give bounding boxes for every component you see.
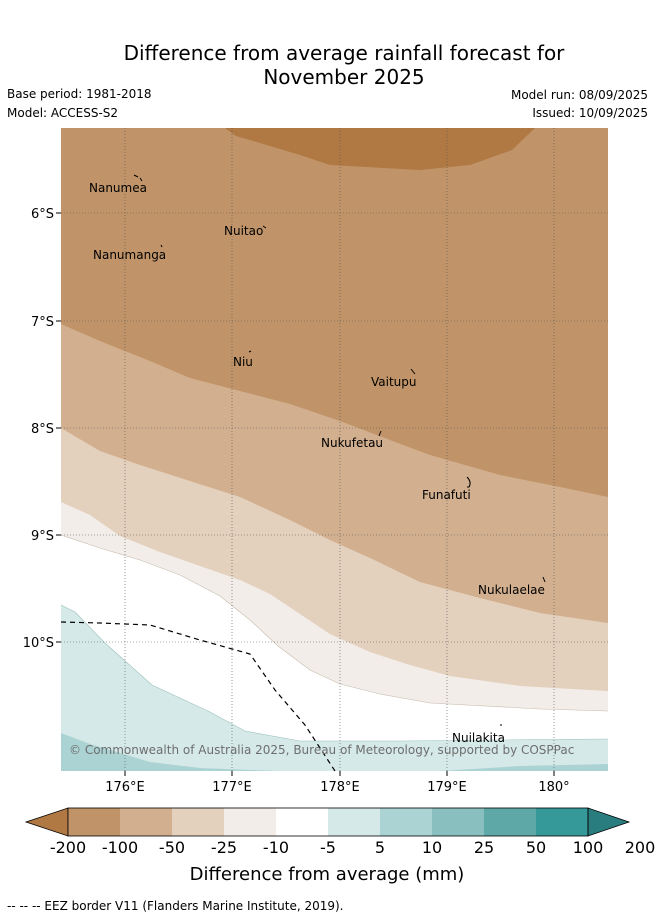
colorbar-outline (67, 807, 589, 837)
lon-axis: 176°E 177°E 178°E 179°E 180° (105, 771, 570, 795)
lat-axis: 6°S 7°S 8°S 9°S 10°S (23, 207, 61, 651)
chart-title: Difference from average rainfall forecas… (0, 41, 655, 89)
colorbar-swatch (328, 808, 380, 836)
band-minus-50 (61, 128, 608, 497)
island-nukulaelae-shape (542, 576, 546, 583)
lon-tick-label: 176°E (105, 780, 145, 795)
colorbar-tick-label: 200 (625, 838, 655, 857)
island-nanumanga-shape (160, 244, 163, 248)
island-nukufetau-shape (378, 430, 382, 437)
island-funafuti-shape (466, 476, 471, 488)
band-plus-10 (61, 733, 280, 771)
colorbar-tick-label: 5 (375, 838, 385, 857)
eez-note: -- -- -- EEZ border V11 (Flanders Marine… (7, 899, 344, 913)
colorbar-swatch (276, 808, 328, 836)
place-label-nuilakita: Nuilakita (452, 731, 505, 745)
contour-line (61, 604, 608, 742)
model-run: Model run: 08/09/2025 (510, 88, 648, 102)
colorbar-swatch (120, 808, 172, 836)
place-labels: Nanumea Nuitao Nanumanga Niu Vaitupu Nuk… (89, 181, 545, 745)
colorbar-tick-label: -10 (263, 838, 289, 857)
copyright-notice: © Commonwealth of Australia 2025, Bureau… (69, 743, 574, 757)
lat-tick-label: 6°S (31, 207, 54, 222)
colorbar-tick-label: 50 (526, 838, 546, 857)
place-label-vaitupu: Vaitupu (371, 375, 417, 389)
place-label-nanumanga: Nanumanga (93, 248, 166, 262)
island-nuitao-shape (262, 225, 267, 229)
base-period: Base period: 1981-2018 (7, 87, 152, 101)
colorbar-tick-label: -200 (50, 838, 86, 857)
colorbar-tick-label: 25 (474, 838, 494, 857)
place-label-nukufetau: Nukufetau (321, 436, 383, 450)
place-label-funafuti: Funafuti (422, 488, 471, 502)
lon-tick-label: 180° (538, 780, 569, 795)
eez-border (60, 621, 336, 772)
colorbar-extend-low (24, 807, 69, 837)
model-name: Model: ACCESS-S2 (7, 106, 119, 120)
lat-tick-label: 7°S (31, 315, 54, 330)
title-line-2: November 2025 (263, 65, 425, 89)
contour-line (61, 534, 608, 712)
lon-tick-label: 178°E (320, 780, 360, 795)
band-plus-5 (61, 605, 608, 771)
colorbar-swatch (432, 808, 484, 836)
colorbar-swatch (536, 808, 588, 836)
colorbar-swatch (68, 808, 120, 836)
place-label-niu: Niu (233, 355, 253, 369)
colorbar-tick-label: -25 (211, 838, 237, 857)
colorbar-swatch (224, 808, 276, 836)
band-minus-100 (225, 128, 535, 170)
colorbar-extend-high (587, 807, 631, 837)
issued-date: Issued: 10/09/2025 (532, 106, 648, 120)
island-niu-shape (248, 350, 252, 353)
lat-tick-label: 9°S (31, 529, 54, 544)
colorbar-swatch (172, 808, 224, 836)
lat-tick-label: 10°S (23, 636, 54, 651)
graticule (61, 128, 608, 771)
colorbar-tick-label: -100 (102, 838, 138, 857)
title-line-1: Difference from average rainfall forecas… (123, 41, 565, 65)
islands (133, 174, 546, 726)
colorbar-tick-label: -5 (320, 838, 336, 857)
island-vaitupu-shape (410, 368, 416, 375)
colorbar-swatch (380, 808, 432, 836)
rainfall-anomaly-fill (61, 128, 608, 771)
place-label-nukulaelae: Nukulaelae (478, 583, 545, 597)
lon-tick-label: 177°E (212, 780, 252, 795)
island-nanumea-shape (133, 174, 143, 182)
place-label-nuitao: Nuitao (224, 224, 263, 238)
lon-tick-label: 179°E (427, 780, 467, 795)
band-plus-10-east (440, 764, 608, 771)
colorbar-label: Difference from average (mm) (190, 864, 465, 885)
colorbar-tick-label: -50 (159, 838, 185, 857)
place-label-nanumea: Nanumea (89, 181, 147, 195)
colorbar-tick-label: 100 (573, 838, 604, 857)
colorbar: -200 -100 -50 -25 -10 -5 5 10 25 50 100 200 (24, 807, 655, 857)
colorbar-swatch (484, 808, 536, 836)
lat-tick-label: 8°S (31, 422, 54, 437)
colorbar-tick-label: 10 (422, 838, 442, 857)
